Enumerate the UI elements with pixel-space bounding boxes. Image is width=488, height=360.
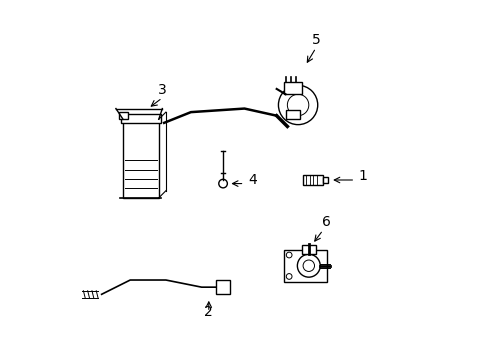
FancyBboxPatch shape — [119, 112, 128, 119]
Text: 3: 3 — [158, 83, 166, 97]
FancyBboxPatch shape — [121, 114, 160, 123]
FancyBboxPatch shape — [216, 280, 230, 294]
FancyBboxPatch shape — [123, 119, 159, 198]
FancyBboxPatch shape — [283, 249, 326, 282]
Text: 6: 6 — [322, 215, 330, 229]
Text: 2: 2 — [204, 305, 213, 319]
FancyBboxPatch shape — [283, 82, 301, 94]
FancyBboxPatch shape — [303, 175, 323, 185]
FancyBboxPatch shape — [285, 111, 299, 119]
Text: 4: 4 — [247, 172, 256, 186]
Text: 1: 1 — [358, 169, 367, 183]
FancyBboxPatch shape — [301, 246, 315, 254]
Text: 5: 5 — [311, 33, 320, 47]
FancyBboxPatch shape — [323, 177, 328, 183]
